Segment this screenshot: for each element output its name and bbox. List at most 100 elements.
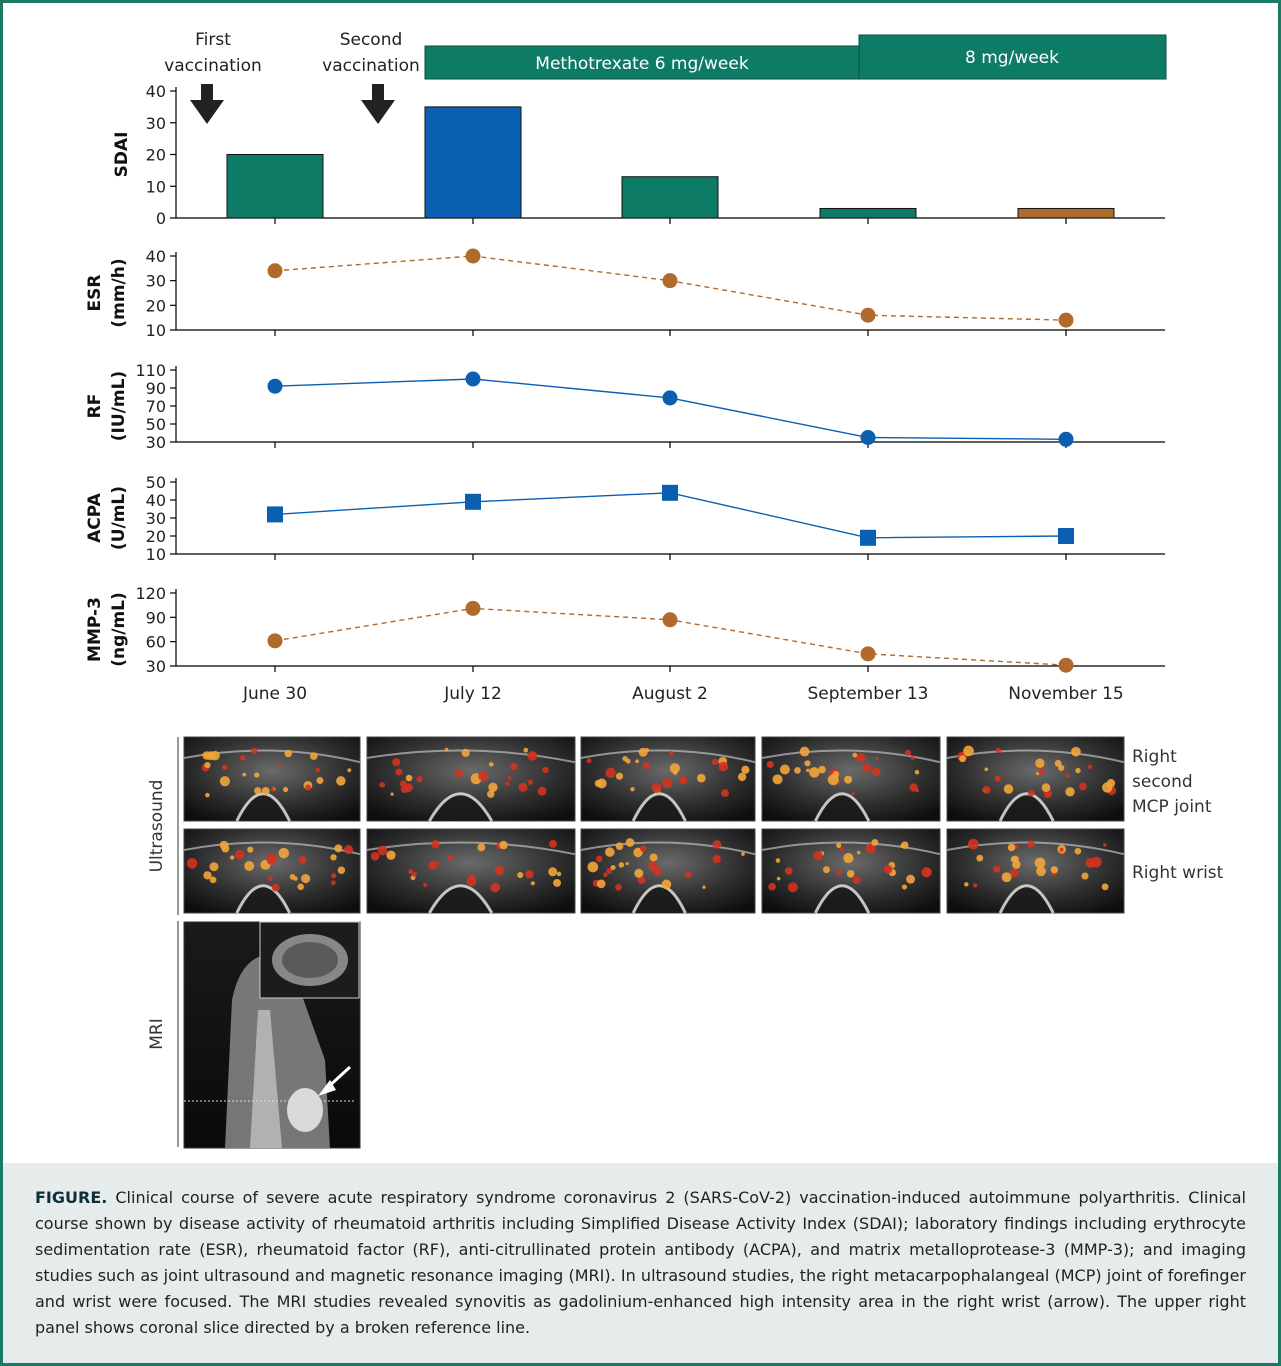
y-tick-label: 30 xyxy=(146,433,166,452)
caption-text: Clinical course of severe acute respirat… xyxy=(35,1188,1246,1337)
data-point xyxy=(465,600,481,616)
sdai-bar xyxy=(621,176,719,219)
y-tick-label: 40 xyxy=(146,491,166,510)
data-point xyxy=(1058,528,1074,544)
wrist-row-label: Right wrist xyxy=(1132,863,1224,883)
y-tick-label: 120 xyxy=(135,584,166,603)
data-point xyxy=(662,612,678,628)
y-tick-label: 30 xyxy=(146,272,166,291)
mcp-joint-row-label: MCP joint xyxy=(1132,797,1212,817)
y-tick-label: 70 xyxy=(146,397,166,416)
y-axis-label: (ng/mL) xyxy=(109,592,129,667)
second-vaccination-label: Second xyxy=(340,30,403,50)
y-tick-label: 60 xyxy=(146,633,166,652)
y-tick-label: 40 xyxy=(146,247,166,266)
caption-heading: FIGURE. xyxy=(35,1188,108,1207)
methotrexate-8mg-band xyxy=(858,34,1167,80)
sdai-bar xyxy=(424,106,522,219)
mri-arrow-icon xyxy=(318,1065,352,1096)
y-tick-label: 90 xyxy=(146,608,166,627)
y-tick-label: 50 xyxy=(146,473,166,492)
methotrexate-8mg-label: 8 mg/week xyxy=(965,48,1059,68)
y-axis-label: ACPA xyxy=(85,492,105,543)
data-point xyxy=(267,378,283,394)
ultrasound-image xyxy=(580,828,756,914)
x-tick-label: November 15 xyxy=(1008,684,1123,704)
ultrasound-image xyxy=(761,736,941,822)
y-axis-label: SDAI xyxy=(112,132,132,178)
y-axis-label: (U/mL) xyxy=(109,486,129,550)
clinical-course-chart: First vaccination Second vaccination Methotr… xyxy=(85,30,1224,1149)
first-vaccination-arrow-icon xyxy=(190,84,224,124)
mri-label: MRI xyxy=(147,1018,167,1050)
y-tick-label: 10 xyxy=(146,321,166,340)
y-tick-label: 90 xyxy=(146,379,166,398)
sdai-bar xyxy=(819,207,917,219)
y-tick-label: 0 xyxy=(156,209,166,228)
methotrexate-6mg-band xyxy=(424,45,860,80)
data-point xyxy=(860,529,876,546)
ultrasound-image xyxy=(946,736,1125,822)
data-point xyxy=(267,506,283,523)
x-tick-label: September 13 xyxy=(807,684,928,704)
ultrasound-image xyxy=(761,828,941,914)
data-point xyxy=(267,263,283,279)
first-vaccination-label: First xyxy=(195,30,231,50)
x-tick-label: June 30 xyxy=(242,684,307,704)
mri-inset-image xyxy=(259,921,360,999)
data-point xyxy=(465,371,481,387)
panel-esr: 10 20 30 40 ESR (mm/h) xyxy=(85,247,1165,340)
data-point xyxy=(267,633,283,649)
x-tick-label: August 2 xyxy=(632,684,708,704)
y-axis-label: (mm/h) xyxy=(109,258,129,327)
y-tick-label: 20 xyxy=(146,296,166,315)
y-axis-label: MMP-3 xyxy=(85,597,105,662)
y-axis-label: ESR xyxy=(85,275,105,312)
y-tick-label: 10 xyxy=(146,177,166,196)
ultrasound-image xyxy=(580,736,756,822)
y-tick-label: 50 xyxy=(146,415,166,434)
panel-mmp-3: 30 60 90 120 MMP-3 (ng/mL) June 30 July 12 Augus… xyxy=(85,584,1165,704)
data-point xyxy=(662,273,678,289)
second-vaccination-arrow-icon xyxy=(361,84,395,124)
panel-sdai: 0 10 20 30 40 SDAI xyxy=(112,82,1165,228)
y-tick-label: 30 xyxy=(146,657,166,676)
y-tick-label: 40 xyxy=(146,82,166,101)
y-tick-label: 30 xyxy=(146,509,166,528)
ultrasound-label: Ultrasound xyxy=(147,780,167,873)
data-point xyxy=(1058,312,1074,328)
series-line xyxy=(274,378,1067,440)
treatment-annotations: First vaccination Second vaccination Methotr… xyxy=(164,30,1167,124)
y-axis-label: RF xyxy=(85,394,105,419)
data-point xyxy=(662,390,678,406)
data-point xyxy=(1058,657,1074,673)
sdai-bar xyxy=(226,154,324,219)
y-tick-label: 10 xyxy=(146,545,166,564)
y-tick-label: 20 xyxy=(146,146,166,165)
second-vaccination-label: vaccination xyxy=(322,56,420,76)
methotrexate-6mg-label: Methotrexate 6 mg/week xyxy=(535,54,749,74)
data-point xyxy=(465,248,481,264)
y-tick-label: 110 xyxy=(135,361,166,380)
mcp-joint-row-label: second xyxy=(1132,772,1193,792)
ultrasound-image xyxy=(183,736,361,822)
mcp-joint-row-label: Right xyxy=(1132,747,1177,767)
ultrasound-image xyxy=(946,828,1125,914)
data-point xyxy=(860,430,876,445)
data-point xyxy=(662,484,678,501)
ultrasound-image xyxy=(183,828,361,914)
x-tick-label: July 12 xyxy=(443,684,502,704)
figure-caption: FIGURE. Clinical course of severe acute … xyxy=(3,1163,1278,1363)
data-point xyxy=(860,646,876,662)
data-point xyxy=(465,493,481,510)
ultrasound-image xyxy=(366,736,576,822)
sdai-bar xyxy=(1017,207,1115,219)
y-tick-label: 30 xyxy=(146,114,166,133)
data-point xyxy=(860,307,876,323)
y-tick-label: 20 xyxy=(146,527,166,546)
data-point xyxy=(1058,431,1074,447)
y-axis-label: (IU/mL) xyxy=(109,371,129,441)
ultrasound-image xyxy=(366,828,576,914)
